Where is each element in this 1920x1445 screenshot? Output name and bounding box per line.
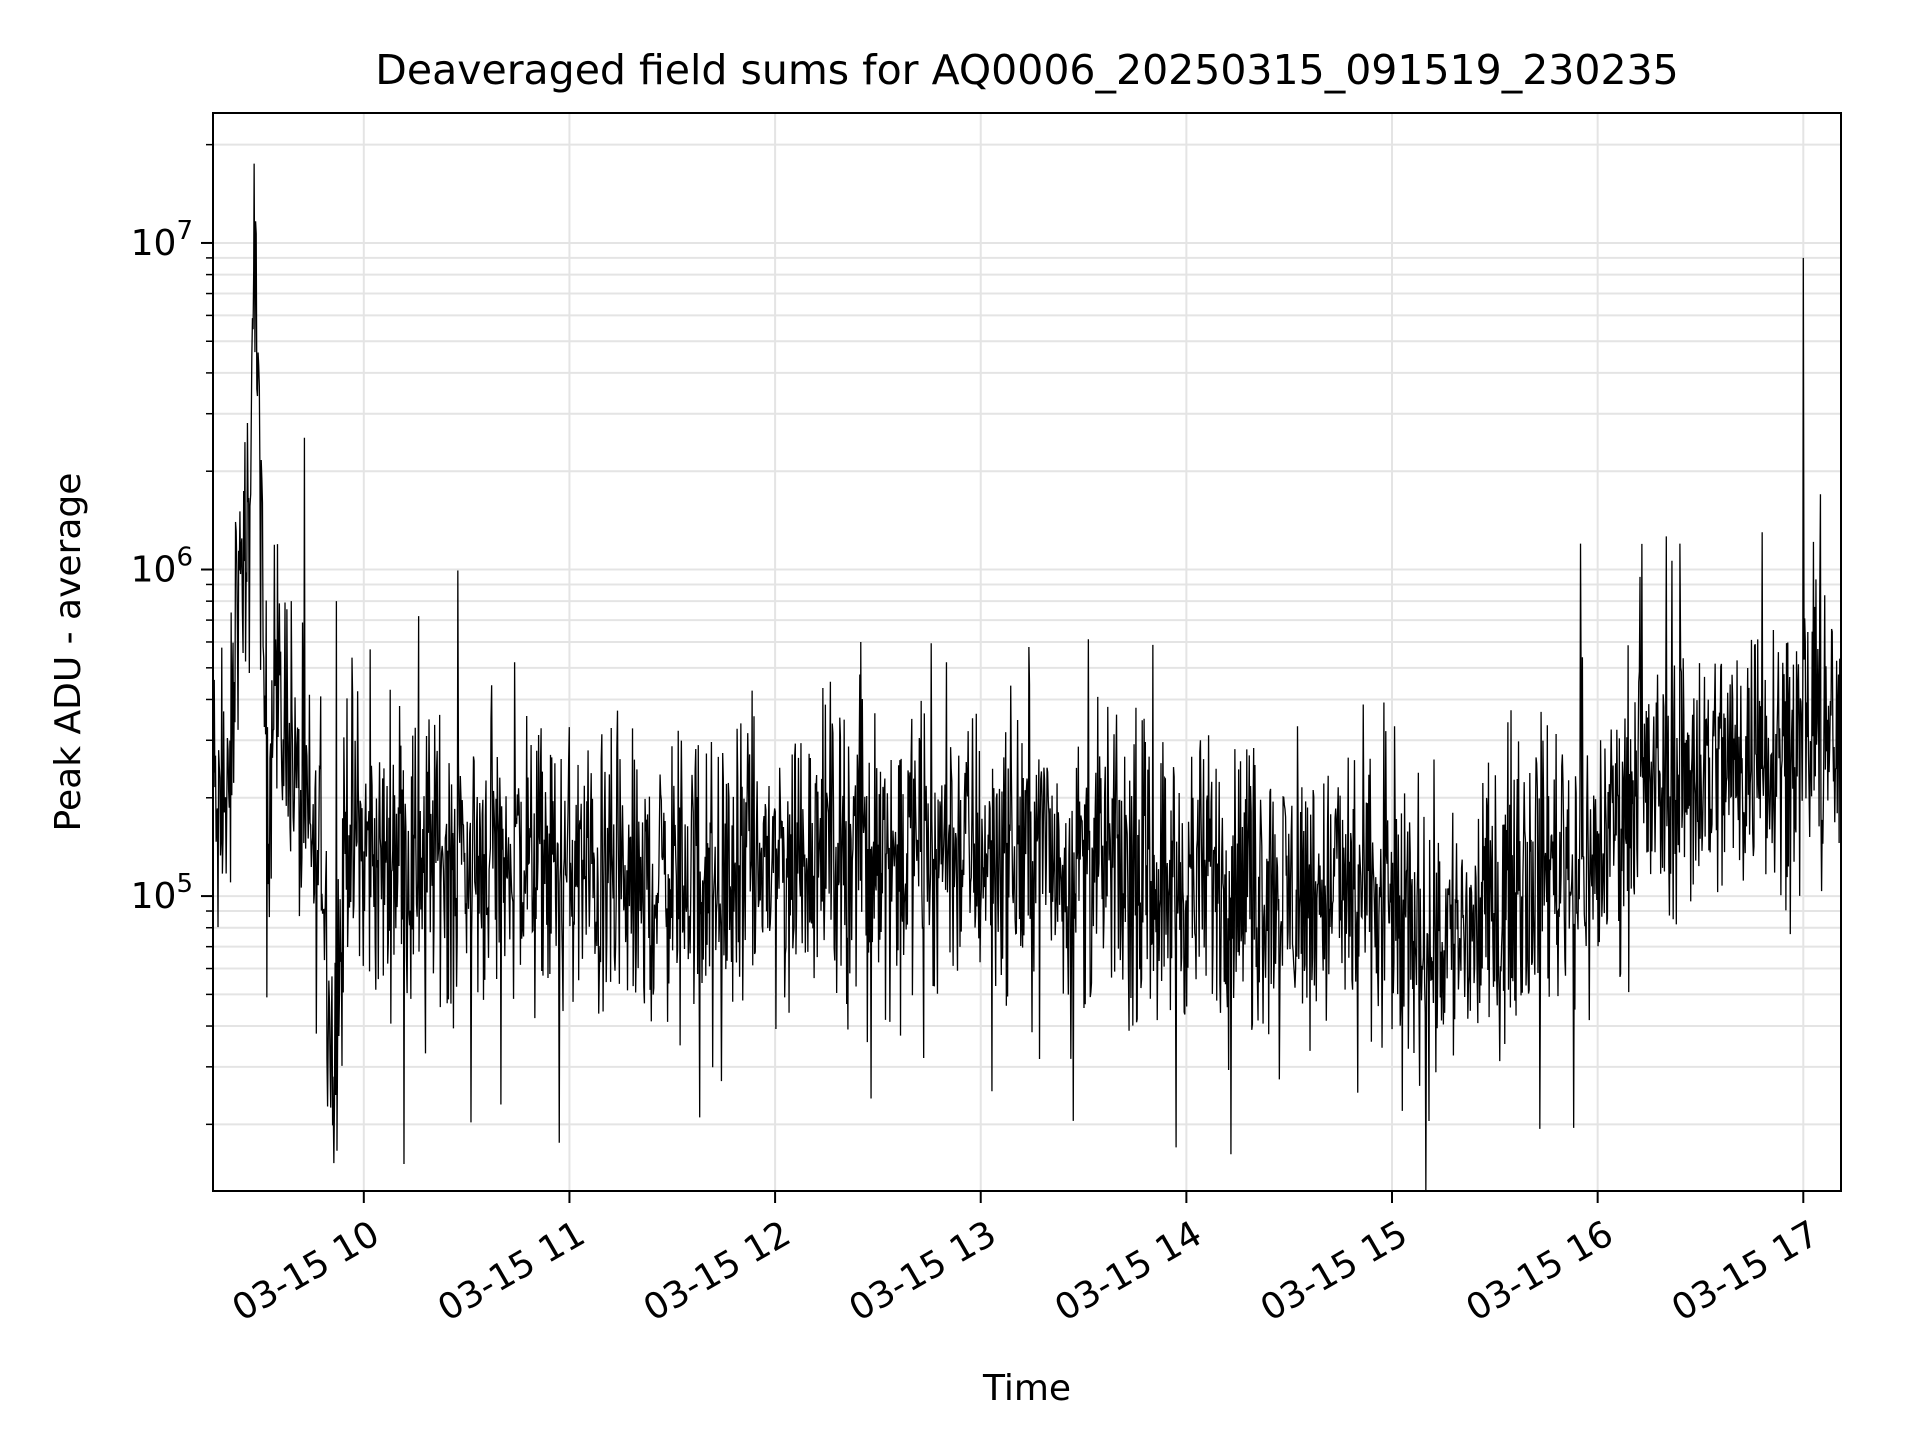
chart-title: Deaveraged field sums for AQ0006_2025031…	[375, 46, 1678, 94]
y-tick-label: 105	[131, 869, 193, 917]
series-line	[212, 163, 1842, 1191]
grid-layer	[213, 113, 1841, 1191]
y-tick-label: 106	[131, 543, 193, 591]
plot-frame	[212, 112, 1842, 1192]
y-axis-label: Peak ADU - average	[48, 473, 89, 832]
data-layer	[212, 163, 1842, 1191]
y-tick-label: 107	[131, 216, 193, 264]
x-axis-label: Time	[982, 1368, 1071, 1409]
